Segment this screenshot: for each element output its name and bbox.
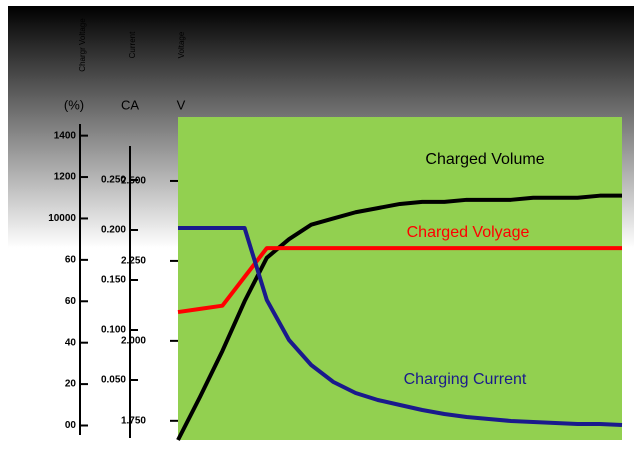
series-line	[176, 193, 622, 441]
axis-unit: (%)	[64, 97, 84, 112]
series-line	[177, 246, 622, 315]
plot-area	[178, 117, 622, 440]
axis-unit: V	[177, 97, 186, 112]
axis-title: Chargr Voltage	[78, 18, 87, 72]
series-line	[178, 226, 623, 427]
y-tick-label: 1.750	[121, 415, 146, 426]
y-tick-label: 0.100	[101, 325, 126, 336]
y-tick-label: 00	[65, 420, 77, 431]
axis-unit: CA	[121, 97, 139, 112]
y-tick-label: 2.250	[121, 256, 146, 267]
series-label: Charged Volyage	[407, 224, 530, 241]
y-tick-label: 60	[65, 296, 77, 307]
y-tick-label: 60	[65, 255, 77, 266]
series-label: Charging Current	[404, 371, 527, 388]
y-tick-label: 40	[65, 337, 77, 348]
series-label: Charged Volume	[425, 151, 544, 168]
axis-title: Voltage	[177, 31, 186, 58]
y-tick-label: 1400	[54, 130, 77, 141]
y-tick-label: 2.000	[121, 336, 146, 347]
y-tick-label: 0.050	[101, 375, 126, 386]
y-tick-label: 0.150	[101, 275, 126, 286]
y-tick-label: 0.200	[101, 225, 126, 236]
y-tick-label: 0.250	[101, 175, 126, 186]
axis-title: Current	[128, 31, 137, 58]
y-tick-label: 1200	[54, 172, 77, 183]
y-tick-label: 10000	[48, 213, 76, 224]
y-tick-label: 20	[65, 379, 77, 390]
y-tick-label: 2.500	[121, 176, 146, 187]
